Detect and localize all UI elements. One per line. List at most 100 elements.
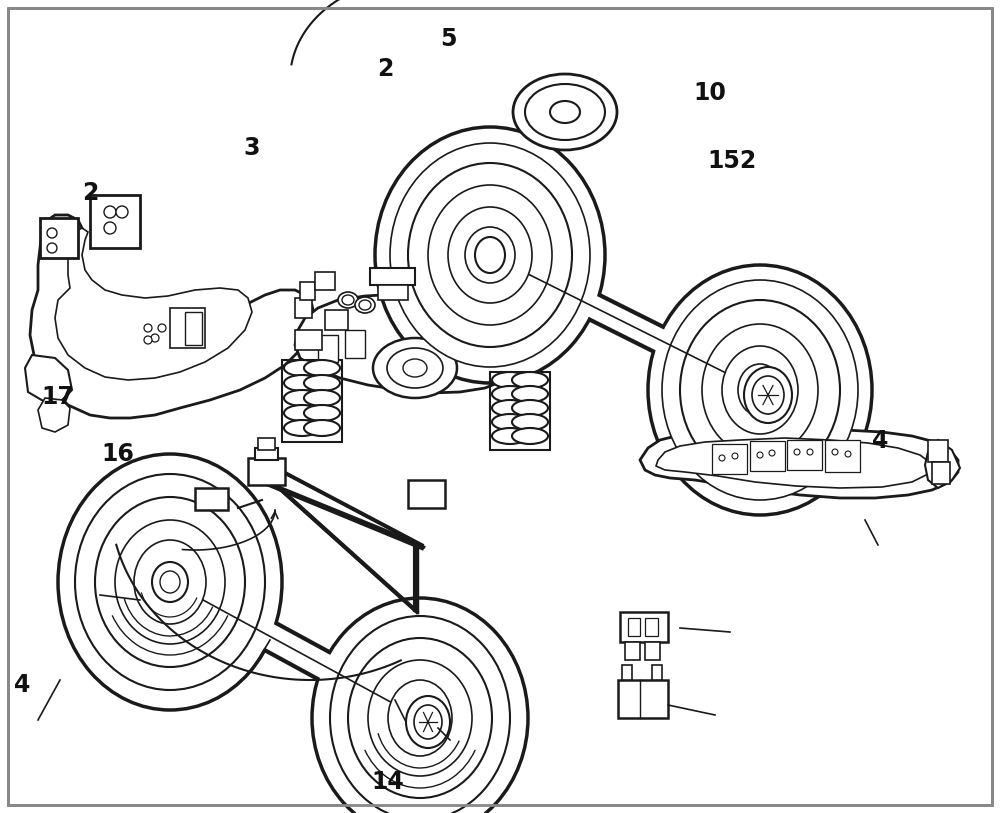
Ellipse shape xyxy=(355,297,375,313)
Ellipse shape xyxy=(368,660,472,776)
Polygon shape xyxy=(825,440,860,472)
Polygon shape xyxy=(712,444,747,474)
Text: 2: 2 xyxy=(377,57,393,81)
Polygon shape xyxy=(170,308,205,348)
Text: 2: 2 xyxy=(82,181,98,206)
Text: 4: 4 xyxy=(872,428,888,453)
Polygon shape xyxy=(258,438,275,450)
Ellipse shape xyxy=(525,84,605,140)
Ellipse shape xyxy=(648,265,872,515)
Text: 16: 16 xyxy=(102,441,134,466)
Polygon shape xyxy=(300,282,315,300)
Polygon shape xyxy=(25,355,72,402)
Ellipse shape xyxy=(475,237,505,273)
Ellipse shape xyxy=(304,390,340,406)
Text: 14: 14 xyxy=(372,770,404,794)
Ellipse shape xyxy=(492,414,528,430)
Ellipse shape xyxy=(359,300,371,310)
Text: 3: 3 xyxy=(244,136,260,160)
Polygon shape xyxy=(928,440,948,462)
Ellipse shape xyxy=(284,360,320,376)
Ellipse shape xyxy=(513,74,617,150)
Polygon shape xyxy=(40,218,78,258)
Ellipse shape xyxy=(738,364,782,416)
Ellipse shape xyxy=(47,228,57,238)
Ellipse shape xyxy=(338,292,358,308)
Polygon shape xyxy=(345,330,365,358)
Text: 5: 5 xyxy=(440,27,456,51)
Ellipse shape xyxy=(387,348,443,388)
Ellipse shape xyxy=(722,346,798,434)
Ellipse shape xyxy=(390,143,590,367)
Polygon shape xyxy=(195,488,228,510)
Polygon shape xyxy=(656,438,932,488)
Polygon shape xyxy=(652,665,662,680)
Ellipse shape xyxy=(492,428,528,444)
Polygon shape xyxy=(750,441,785,471)
Text: 4: 4 xyxy=(14,672,30,697)
Ellipse shape xyxy=(304,405,340,421)
Polygon shape xyxy=(555,275,575,295)
Ellipse shape xyxy=(680,300,840,480)
Ellipse shape xyxy=(492,372,528,388)
Ellipse shape xyxy=(465,227,515,283)
Polygon shape xyxy=(295,298,312,318)
Ellipse shape xyxy=(492,386,528,402)
Ellipse shape xyxy=(304,360,340,376)
Polygon shape xyxy=(622,665,632,680)
Ellipse shape xyxy=(47,243,57,253)
Text: 152: 152 xyxy=(707,149,757,173)
Ellipse shape xyxy=(95,497,245,667)
Ellipse shape xyxy=(312,598,528,813)
Ellipse shape xyxy=(284,375,320,391)
Ellipse shape xyxy=(116,206,128,218)
Polygon shape xyxy=(618,680,668,718)
Ellipse shape xyxy=(284,390,320,406)
Ellipse shape xyxy=(512,414,548,430)
Ellipse shape xyxy=(58,454,282,710)
Ellipse shape xyxy=(144,336,152,344)
Polygon shape xyxy=(625,642,640,660)
Polygon shape xyxy=(55,228,252,380)
Ellipse shape xyxy=(115,520,225,644)
Ellipse shape xyxy=(152,562,188,602)
Ellipse shape xyxy=(104,206,116,218)
Ellipse shape xyxy=(151,334,159,342)
Ellipse shape xyxy=(158,324,166,332)
Polygon shape xyxy=(645,618,658,636)
Ellipse shape xyxy=(284,420,320,436)
Ellipse shape xyxy=(375,127,605,383)
Ellipse shape xyxy=(342,295,354,305)
Ellipse shape xyxy=(388,680,452,756)
Ellipse shape xyxy=(408,163,572,347)
Polygon shape xyxy=(528,308,548,328)
Polygon shape xyxy=(295,294,530,393)
Polygon shape xyxy=(370,268,415,285)
Polygon shape xyxy=(325,310,348,330)
Ellipse shape xyxy=(428,185,552,325)
Ellipse shape xyxy=(330,616,510,813)
Ellipse shape xyxy=(448,207,532,303)
Ellipse shape xyxy=(512,400,548,416)
Ellipse shape xyxy=(160,571,180,593)
Ellipse shape xyxy=(550,101,580,123)
Polygon shape xyxy=(185,312,202,345)
Polygon shape xyxy=(787,440,822,470)
Polygon shape xyxy=(640,428,958,498)
Polygon shape xyxy=(408,480,445,508)
Polygon shape xyxy=(255,448,278,460)
Polygon shape xyxy=(248,458,285,485)
Polygon shape xyxy=(378,285,408,300)
Polygon shape xyxy=(90,195,140,248)
Polygon shape xyxy=(540,290,558,312)
Polygon shape xyxy=(318,335,338,362)
Polygon shape xyxy=(925,440,960,488)
Ellipse shape xyxy=(373,338,457,398)
Polygon shape xyxy=(315,272,335,290)
Ellipse shape xyxy=(104,222,116,234)
Ellipse shape xyxy=(512,428,548,444)
Ellipse shape xyxy=(752,376,784,414)
Polygon shape xyxy=(295,330,322,350)
Ellipse shape xyxy=(304,375,340,391)
Polygon shape xyxy=(30,215,315,418)
